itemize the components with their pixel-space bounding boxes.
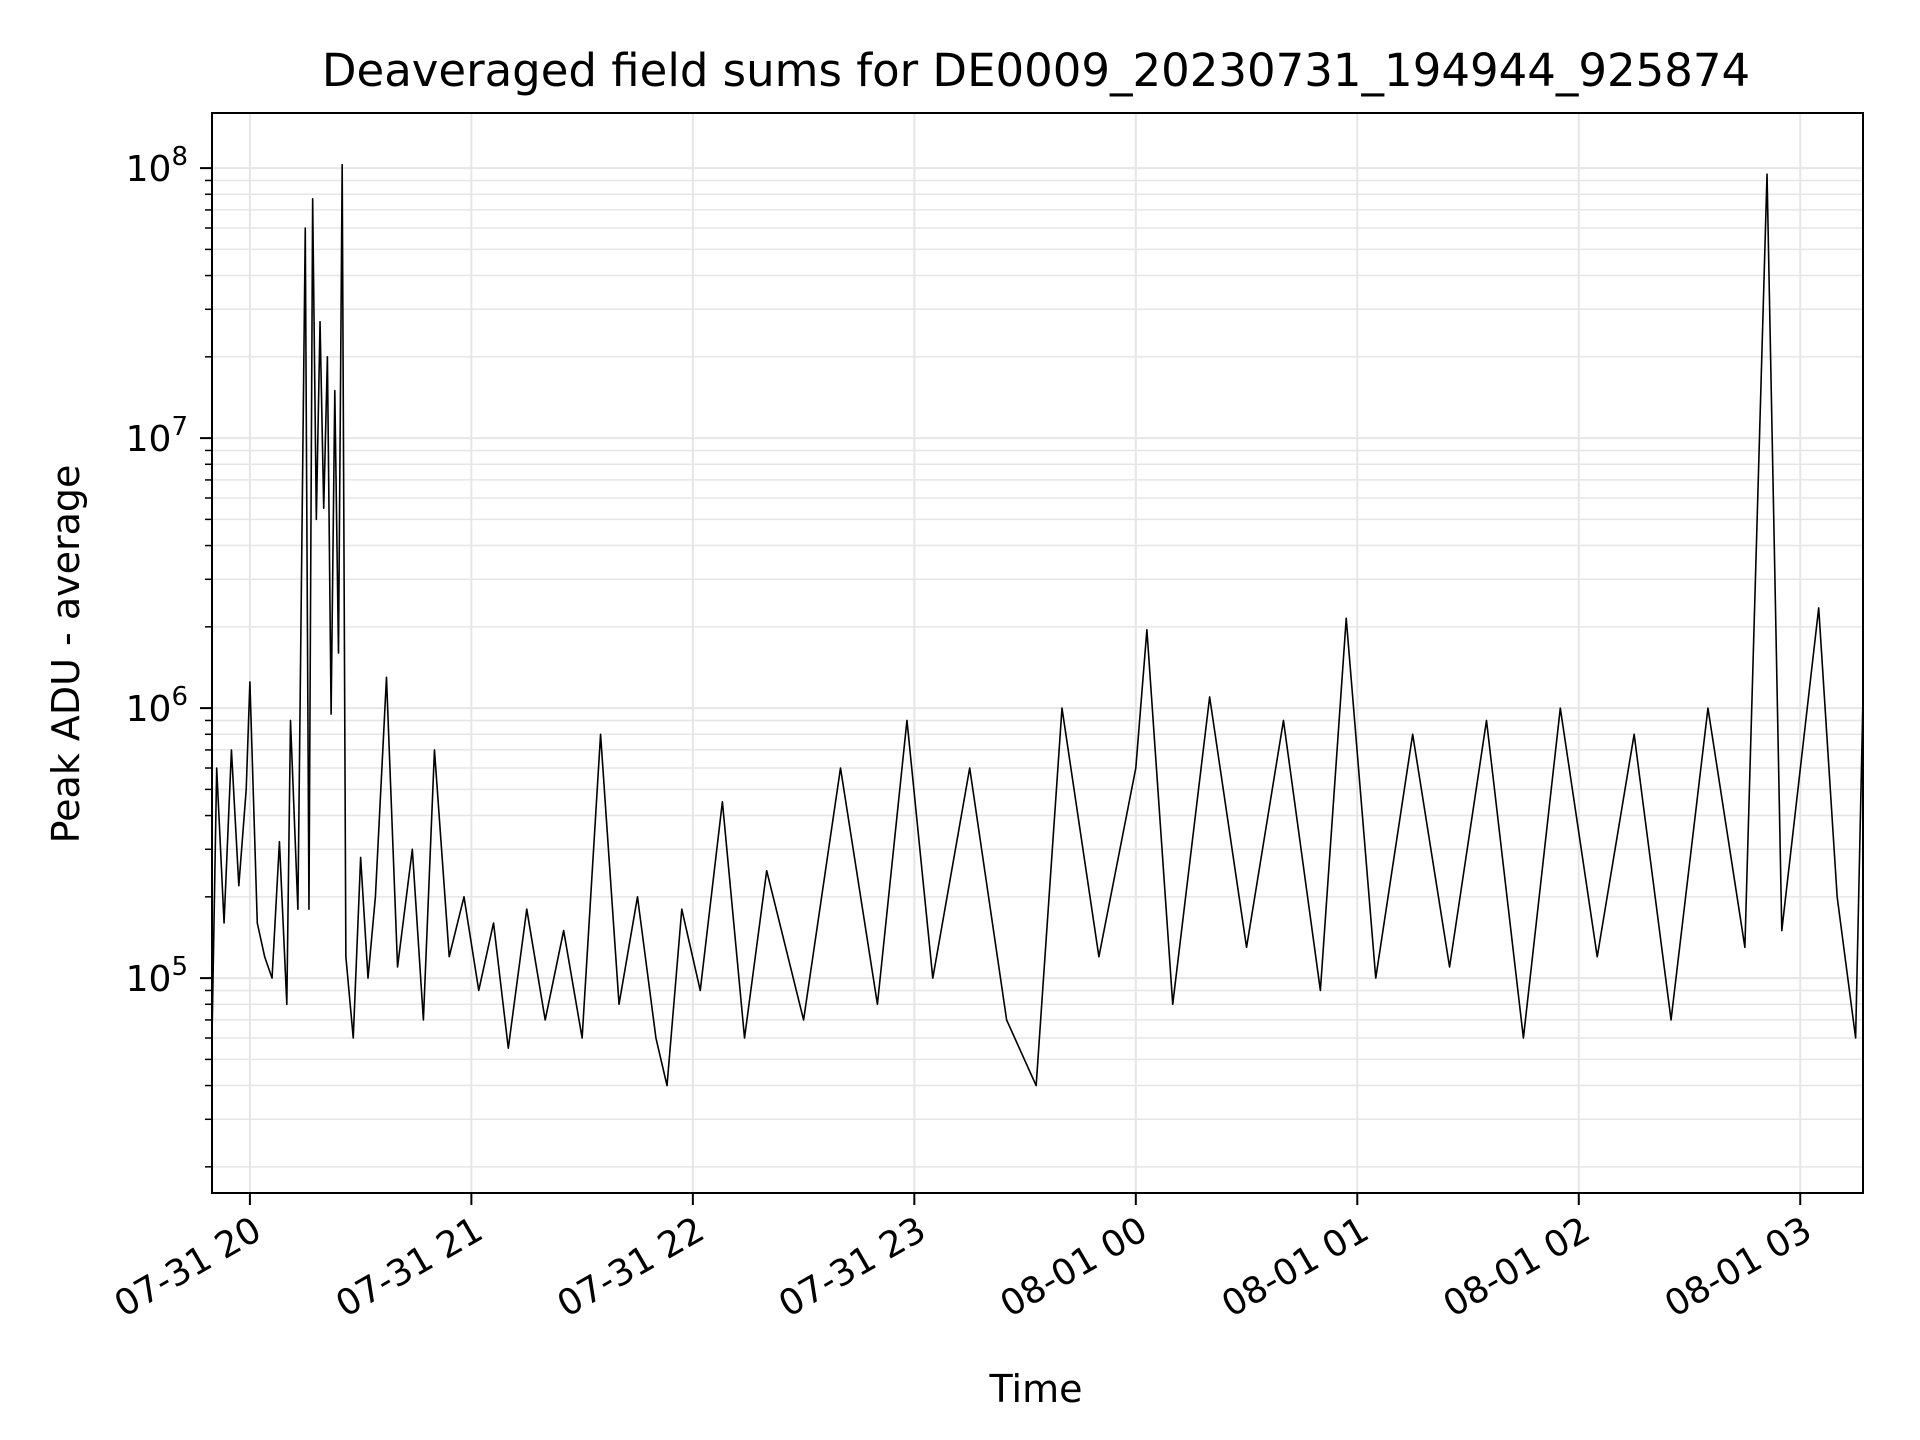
y-axis-title: Peak ADU - average [44, 465, 88, 844]
y-tick-label: 106 [126, 682, 188, 730]
y-tick-label: 107 [126, 412, 188, 460]
y-tick-label: 105 [126, 952, 188, 1000]
series-line [211, 163, 1864, 1087]
y-tick-label: 108 [126, 142, 188, 190]
data-layer [211, 163, 1864, 1087]
x-axis-title: Time [989, 1367, 1083, 1411]
plot-frame [211, 112, 1864, 1194]
grid-layer [212, 113, 1863, 1193]
chart-title: Deaveraged field sums for DE0009_2023073… [322, 44, 1750, 97]
